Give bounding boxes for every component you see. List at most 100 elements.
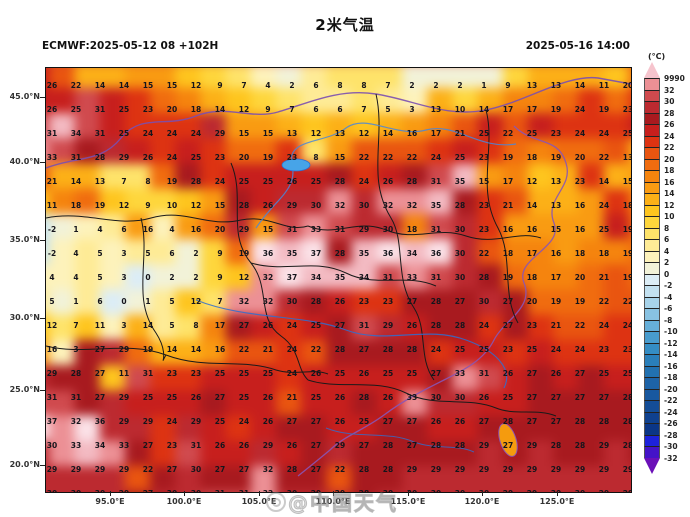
temp-cell [301, 264, 328, 291]
temp-cell [502, 465, 530, 492]
temp-cell [427, 264, 454, 291]
temp-cell [326, 264, 353, 291]
temp-cell [276, 415, 303, 442]
temp-cell [427, 113, 454, 140]
temp-cell [603, 390, 630, 417]
lon-tick [109, 491, 111, 496]
temp-value: 25 [238, 393, 250, 402]
colorbar-label: 26 [664, 120, 675, 129]
temp-value: 5 [385, 105, 391, 114]
temp-value: 27 [550, 393, 562, 402]
temp-cell [301, 365, 328, 392]
temp-value: 22 [334, 465, 346, 474]
temp-value: 26 [334, 417, 346, 426]
temp-value: 24 [214, 177, 226, 186]
temp-cell [326, 465, 353, 492]
temp-cell [452, 465, 479, 492]
temp-value: 2 [193, 273, 199, 282]
temp-value: 36 [382, 249, 394, 258]
temp-cell [225, 491, 252, 492]
temp-cell [528, 314, 555, 341]
temp-value: 29 [118, 393, 130, 402]
temp-value: 22 [622, 297, 631, 306]
temp-value: 27 [478, 417, 490, 426]
colorbar-label: 10 [664, 212, 675, 221]
temp-value: 4 [265, 81, 271, 90]
temp-value: 19 [550, 105, 562, 114]
temp-value: 25 [382, 369, 394, 378]
temp-value: 29 [430, 465, 442, 474]
temp-cell [200, 415, 227, 442]
temp-cell [351, 289, 378, 316]
temp-cell [150, 365, 177, 392]
temp-cell [74, 365, 101, 392]
colorbar-label: 32 [664, 85, 675, 95]
temp-value: 35 [286, 249, 298, 258]
temp-value: 26 [142, 153, 154, 162]
colorbar-label: -2 [664, 281, 673, 290]
colorbar-band [644, 365, 660, 377]
temp-value: 28 [352, 489, 376, 492]
temp-value: 26 [238, 441, 250, 450]
temp-value: 31 [358, 321, 370, 330]
temp-value: 34 [310, 273, 322, 282]
temp-cell [175, 390, 202, 417]
colorbar-band [644, 170, 660, 182]
temp-cell [351, 339, 378, 367]
temp-value: 9 [217, 249, 223, 258]
temp-cell [452, 68, 479, 89]
temp-value: 24 [574, 129, 586, 138]
temp-value: 32 [256, 489, 280, 492]
temp-value: 32 [262, 273, 274, 282]
temp-value: 30 [424, 489, 448, 492]
temp-value: 18 [190, 105, 202, 114]
temp-value: 15 [214, 201, 226, 210]
temp-cell [175, 440, 202, 467]
temp-cell [225, 264, 252, 291]
weibo-logo-icon [266, 492, 286, 512]
temp-value: 15 [262, 225, 274, 234]
temp-cell [99, 264, 126, 291]
temp-value: 26 [382, 393, 394, 402]
temp-value: 1 [73, 225, 79, 234]
temp-cell [603, 163, 630, 190]
temp-cell [376, 188, 404, 215]
temp-value: 34 [94, 441, 106, 450]
colorbar-label: -4 [664, 292, 673, 302]
temp-value: 19 [622, 249, 631, 258]
temp-value: 26 [46, 105, 58, 114]
lat-label: 25.0°N [9, 385, 40, 394]
temp-cell [250, 491, 278, 492]
temp-cell [250, 188, 278, 215]
temp-value: 29 [304, 489, 328, 492]
temp-cell [225, 314, 252, 341]
temp-cell [326, 491, 353, 492]
temp-cell [402, 68, 429, 89]
temp-value: 20 [238, 153, 250, 162]
temp-cell [477, 289, 504, 316]
temp-value: 33 [46, 153, 58, 162]
temp-cell [74, 390, 101, 417]
temp-value: 25 [262, 369, 274, 378]
temp-cell [402, 314, 429, 341]
temp-value: 26 [550, 369, 562, 378]
temp-cell [578, 163, 605, 190]
lon-tick [332, 491, 334, 496]
temp-cell [124, 163, 152, 190]
temp-cell [99, 465, 126, 492]
pearl-river [325, 427, 475, 453]
temp-value: 37 [310, 249, 322, 258]
temp-value: 30 [400, 489, 424, 492]
temp-cell [528, 491, 555, 492]
temp-value: 4 [73, 273, 79, 282]
temp-value: 19 [622, 273, 631, 282]
temp-value: 37 [286, 273, 298, 282]
temp-value: 28 [334, 177, 346, 186]
temp-cell [628, 68, 631, 89]
temp-cell [502, 289, 530, 316]
temp-value: 14 [190, 345, 202, 354]
temp-value: 35 [334, 273, 346, 282]
temp-value: 22 [70, 81, 82, 90]
temp-cell [376, 289, 404, 316]
temp-value: 24 [286, 345, 298, 354]
